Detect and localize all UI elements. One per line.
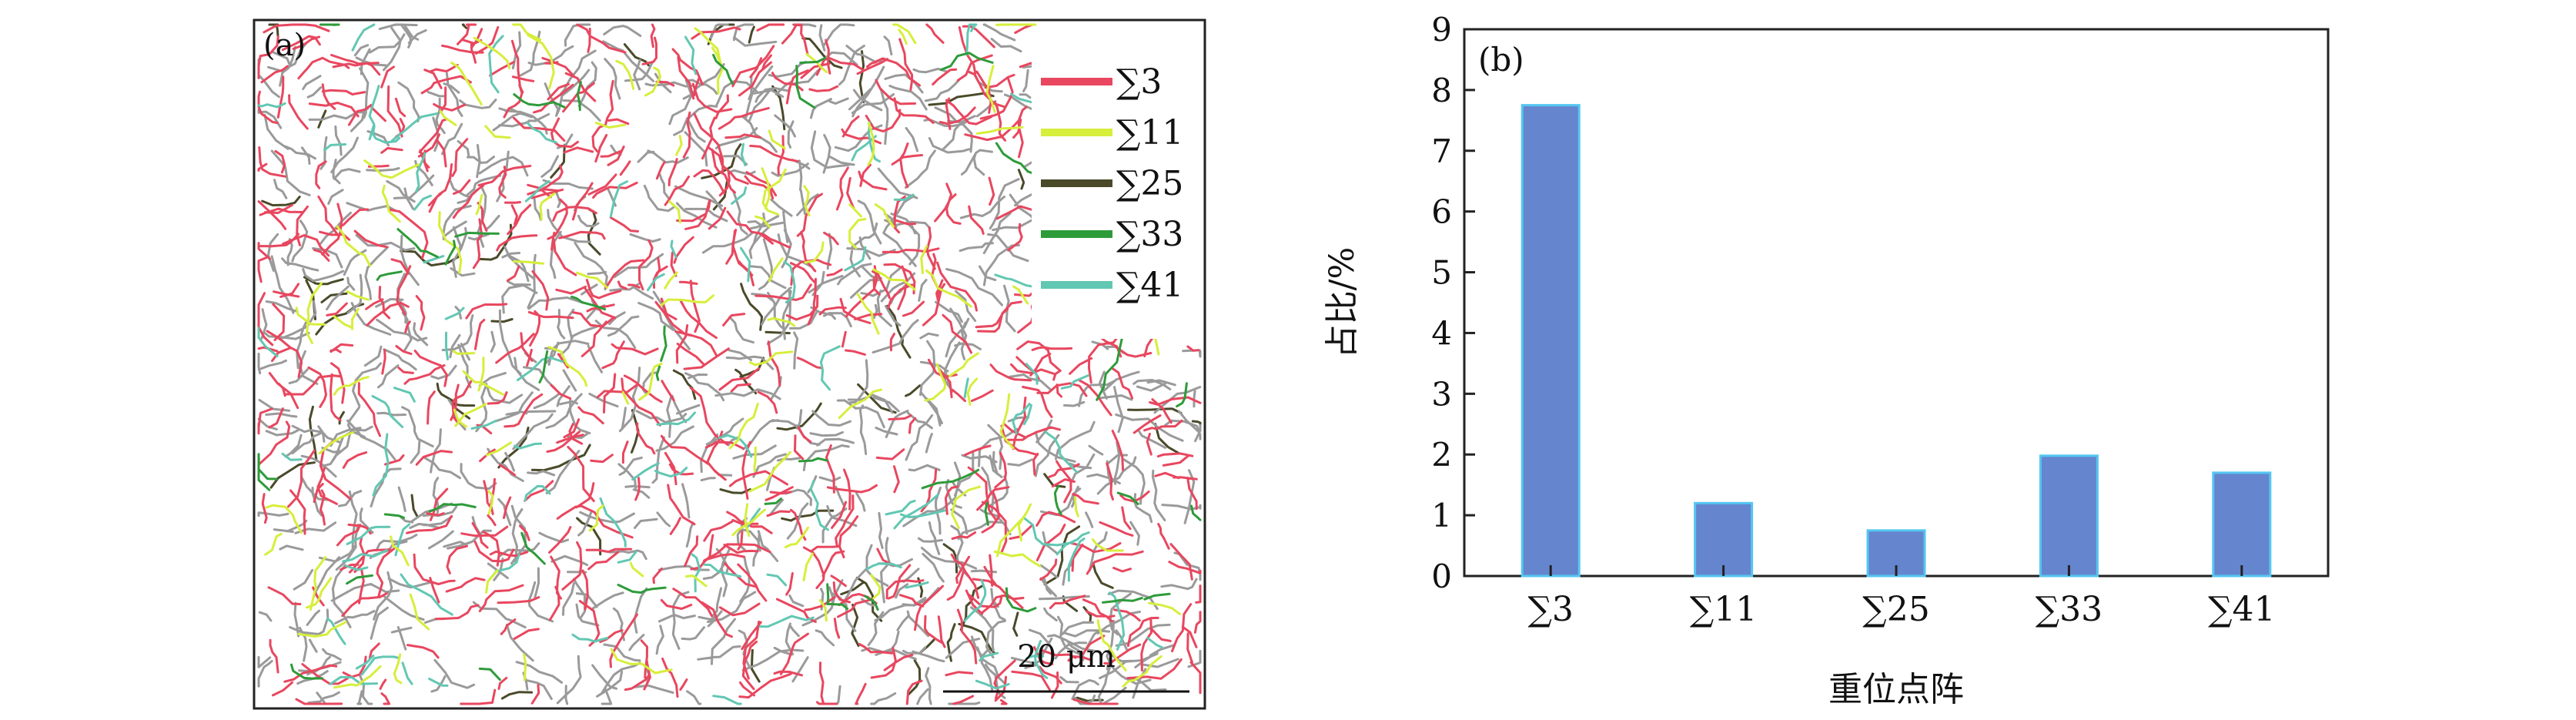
y-tick-label: 1 [1431, 497, 1452, 534]
x-tick-label: ∑11 [1690, 590, 1757, 629]
bar [1694, 501, 1754, 578]
y-tick-label: 7 [1431, 132, 1452, 170]
plot-frame [1463, 28, 2330, 578]
legend-label: ∑11 [1116, 113, 1183, 152]
bar [2039, 454, 2099, 578]
x-tick-label: ∑33 [2036, 590, 2103, 629]
x-tick-label: ∑25 [1862, 590, 1929, 629]
x-tick-label: ∑41 [2208, 590, 2275, 629]
x-axis: ∑3 ∑11 ∑25 ∑33 ∑41 [1527, 565, 2276, 629]
scale-bar-label: 20 μm [1017, 639, 1116, 675]
y-tick-label: 4 [1431, 314, 1452, 352]
x-axis-title: 重位点阵 [1828, 670, 1964, 709]
boundary-legend: ∑3 ∑11 ∑25 ∑33 ∑41 [1041, 62, 1183, 305]
y-axis: 0 1 2 3 4 5 6 7 8 9 [1431, 11, 1475, 595]
y-axis-title: 占比/% [1323, 247, 1362, 359]
y-tick-label: 3 [1431, 375, 1452, 413]
ebsd-map-panel: (a) ∑3 ∑11 ∑25 ∑33 ∑41 20 μm [253, 18, 1206, 710]
bar [1521, 104, 1581, 578]
bar [2212, 471, 2272, 578]
boundary-segments [264, 23, 1181, 689]
legend-label: ∑41 [1116, 266, 1183, 305]
grain-boundary-network [257, 23, 1202, 705]
y-tick-label: 5 [1431, 254, 1452, 292]
legend-label: ∑33 [1116, 215, 1183, 254]
y-tick-label: 0 [1431, 558, 1452, 595]
boundary-segments [257, 23, 1164, 705]
y-tick-label: 9 [1431, 11, 1452, 49]
legend-background [1032, 54, 1201, 339]
bar-series [1521, 104, 2272, 578]
y-tick-label: 8 [1431, 72, 1452, 109]
x-tick-label: ∑3 [1527, 590, 1573, 629]
legend-label: ∑3 [1116, 62, 1162, 102]
y-tick-label: 2 [1431, 436, 1452, 474]
panel-a-label: (a) [263, 28, 306, 63]
boundary-segments [257, 23, 1202, 681]
boundary-segments [257, 23, 1202, 705]
panel-b-label: (b) [1478, 41, 1524, 79]
bar-chart-panel: (b) 0 1 2 3 4 5 6 7 8 9 ∑3 ∑11 ∑25 ∑33 ∑41 占比/% 重位点阵 [1323, 11, 2330, 709]
legend-label: ∑25 [1116, 164, 1183, 203]
y-tick-label: 6 [1431, 193, 1452, 231]
